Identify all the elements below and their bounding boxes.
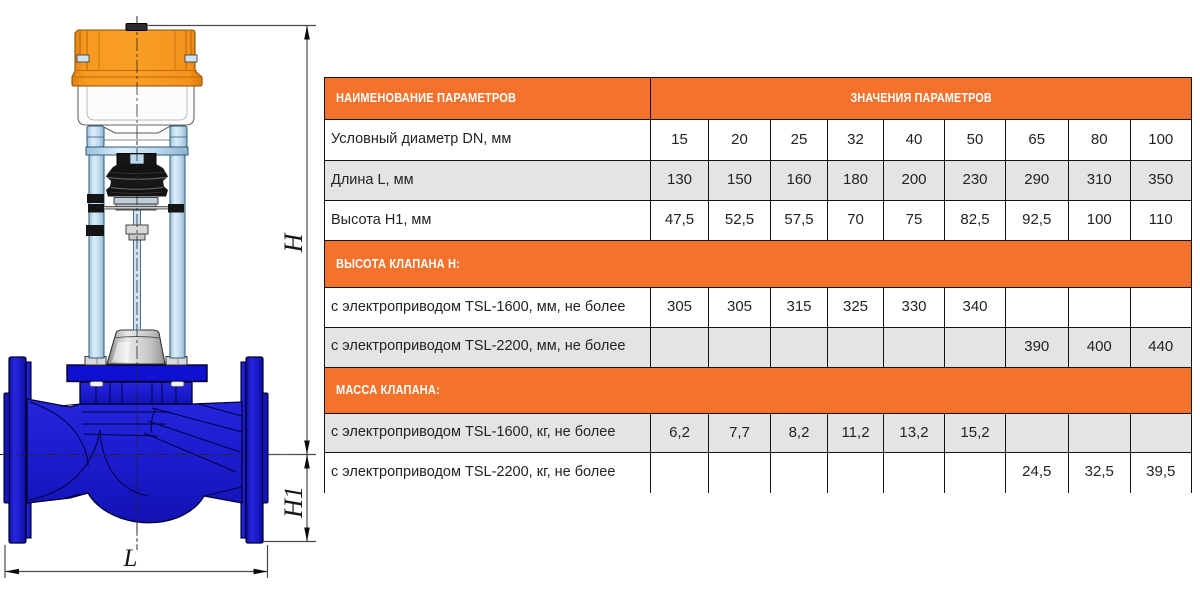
svg-text:H: H bbox=[279, 232, 308, 253]
svg-text:L: L bbox=[123, 545, 138, 572]
svg-text:H1: H1 bbox=[279, 486, 308, 519]
